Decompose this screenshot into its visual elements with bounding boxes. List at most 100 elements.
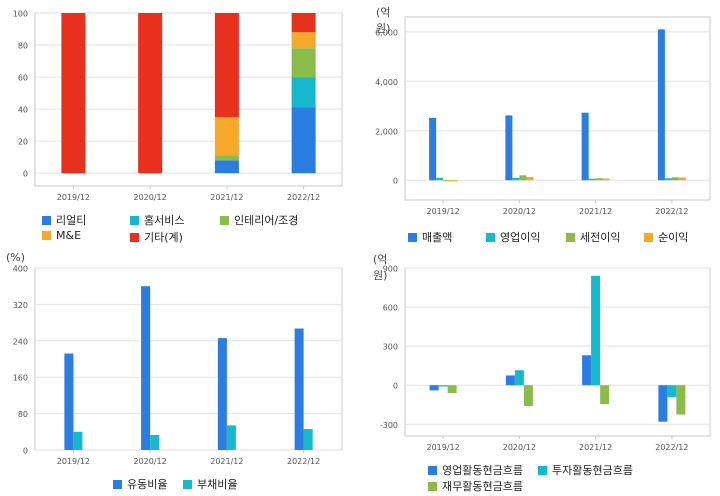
legend-swatch — [408, 233, 417, 242]
y-tick-label: 320 — [13, 301, 28, 310]
bar — [515, 370, 524, 385]
y-tick-label: 80 — [18, 42, 28, 51]
x-tick-label: 2019/12 — [427, 207, 460, 216]
x-tick-label: 2022/12 — [655, 443, 688, 452]
bar — [150, 435, 159, 450]
legend-item: 인테리어/조경 — [220, 212, 298, 228]
bar-segment — [215, 117, 239, 155]
legend-label: 부채비율 — [197, 476, 237, 492]
x-tick-label: 2021/12 — [210, 457, 243, 466]
x-tick-label: 2022/12 — [655, 207, 688, 216]
bar — [672, 177, 679, 180]
y-tick-label: 0 — [393, 382, 398, 391]
y-tick-label: 0 — [23, 447, 28, 456]
bar — [436, 178, 443, 180]
bar-segment — [215, 160, 239, 173]
legend-item: 홈서비스 — [130, 212, 184, 228]
plot-frame — [35, 268, 342, 450]
bar — [439, 385, 448, 386]
bar — [64, 354, 73, 450]
plot-frame — [405, 268, 710, 436]
unit-label-cashflow: (억원) — [373, 251, 387, 283]
bar-segment — [215, 156, 239, 161]
legend-swatch — [42, 231, 51, 240]
legend-item: 영업이익 — [486, 229, 540, 245]
bar-segment — [292, 48, 316, 77]
y-tick-label: 240 — [13, 337, 28, 346]
chart-ratios: 0801602403204002019/12 2020/12 2021/12 2022… — [0, 0, 720, 496]
bar — [665, 178, 672, 180]
bar — [448, 385, 457, 393]
legend-label: 유동비율 — [127, 476, 167, 492]
legend-swatch — [486, 233, 495, 242]
bar — [658, 29, 665, 180]
x-tick-label: 2021/12 — [579, 207, 612, 216]
bar — [450, 180, 457, 181]
y-tick-label: 400 — [13, 265, 28, 274]
bar-segment — [61, 13, 85, 173]
bar — [227, 425, 236, 450]
x-tick-label: 2021/12 — [579, 443, 612, 452]
x-tick-label: 2021/12 — [210, 193, 243, 202]
y-tick-label: 0 — [393, 177, 398, 186]
unit-label-ratios: (%) — [6, 251, 25, 264]
y-tick-label: 600 — [383, 304, 398, 313]
x-tick-label: 2020/12 — [134, 193, 167, 202]
bar — [430, 385, 439, 390]
bar — [506, 375, 515, 385]
x-tick-label: 2020/12 — [503, 207, 536, 216]
legend-item: 투자활동현금흐름 — [538, 462, 633, 478]
x-tick-label: 2019/12 — [57, 457, 90, 466]
legend-label: 인테리어/조경 — [234, 212, 298, 228]
legend-swatch — [566, 233, 575, 242]
legend-item: 유동비율 — [113, 476, 167, 492]
legend-label: 기타(계) — [144, 229, 183, 245]
bar — [596, 178, 603, 180]
legend-swatch — [42, 216, 51, 225]
legend-label: 홈서비스 — [144, 212, 184, 228]
unit-label-earnings: (억원) — [376, 4, 390, 36]
legend-item: 기타(계) — [130, 229, 183, 245]
y-tick-label: 2,000 — [375, 127, 398, 136]
y-tick-label: -300 — [380, 421, 398, 430]
legend-swatch — [183, 480, 192, 489]
bar — [524, 385, 533, 406]
legend-swatch — [220, 216, 229, 225]
y-tick-label: 4,000 — [375, 78, 398, 87]
bar — [591, 276, 600, 385]
bar — [429, 118, 436, 180]
y-tick-label: 40 — [18, 106, 28, 115]
y-tick-label: 80 — [18, 410, 28, 419]
bar — [582, 355, 591, 385]
legend-item: 리얼티 — [42, 212, 86, 228]
plot-frame — [35, 13, 342, 186]
legend-label: 순이익 — [658, 229, 688, 245]
x-tick-label: 2022/12 — [287, 193, 320, 202]
bar-segment — [292, 32, 316, 48]
legend-swatch — [130, 233, 139, 242]
bar — [658, 385, 667, 421]
legend-label: 영업활동현금흐름 — [442, 462, 523, 478]
chart-composition: 0204060801002019/12 2020/12 2021/12 2022/12 — [0, 0, 720, 496]
bar-segment — [138, 13, 162, 173]
x-tick-label: 2019/12 — [57, 193, 90, 202]
bar — [676, 385, 685, 414]
x-tick-label: 2020/12 — [503, 443, 536, 452]
bar — [73, 432, 82, 450]
legend-label: 매출액 — [422, 229, 452, 245]
legend-label: 투자활동현금흐름 — [552, 462, 633, 478]
x-tick-label: 2019/12 — [427, 443, 460, 452]
bar — [679, 177, 686, 180]
legend-item: 세전이익 — [566, 229, 620, 245]
bar — [512, 178, 519, 180]
legend-label: 영업이익 — [500, 229, 540, 245]
legend-item: M&E — [42, 229, 81, 242]
legend-swatch — [644, 233, 653, 242]
legend-item: 재무활동현금흐름 — [428, 478, 523, 494]
bar — [582, 113, 589, 181]
legend-label: 세전이익 — [580, 229, 620, 245]
legend-swatch — [113, 480, 122, 489]
bar — [295, 329, 304, 450]
bar — [600, 385, 609, 404]
legend-swatch — [428, 466, 437, 475]
